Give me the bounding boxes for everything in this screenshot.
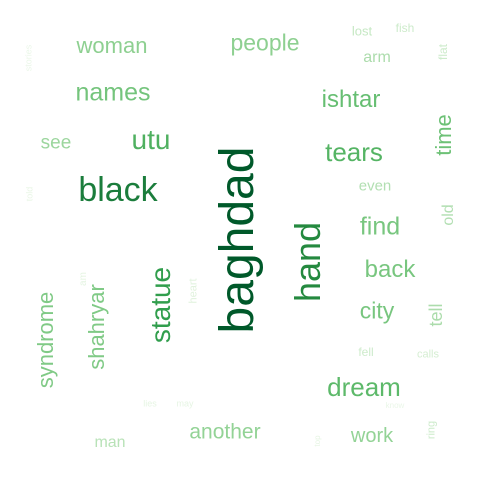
word-lies: lies	[143, 398, 157, 409]
word-even: even	[358, 177, 392, 195]
word-calls: calls	[416, 348, 440, 361]
word-utu: utu	[131, 124, 171, 155]
word-top: top	[313, 435, 322, 447]
word-stories: stories	[23, 44, 34, 72]
word-may: may	[176, 398, 194, 409]
word-names: names	[75, 78, 151, 107]
word-find: find	[359, 212, 401, 241]
word-fish: fish	[395, 21, 415, 35]
word-work: work	[350, 425, 394, 447]
word-lost: lost	[351, 23, 373, 39]
word-tears: tears	[325, 137, 383, 167]
word-hand: hand	[287, 221, 328, 303]
word-shahryar: shahryar	[84, 284, 109, 370]
word-man: man	[94, 434, 126, 451]
word-black: black	[78, 171, 158, 209]
word-ishtar: ishtar	[321, 86, 381, 113]
word-dream: dream	[327, 372, 401, 402]
word-tell: tell	[426, 303, 446, 327]
word-another: another	[189, 420, 261, 444]
word-know: know	[385, 401, 405, 410]
word-am: am	[78, 272, 89, 286]
word-told: told	[24, 186, 35, 202]
word-people: people	[230, 29, 300, 56]
word-old: old	[440, 204, 457, 226]
word-time: time	[431, 114, 456, 156]
word-fell: fell	[358, 345, 374, 359]
word-arm: arm	[363, 49, 391, 66]
word-syndrome: syndrome	[33, 291, 58, 389]
word-woman: woman	[76, 33, 148, 58]
word-baghdad: baghdad	[211, 146, 264, 334]
word-city: city	[359, 297, 395, 324]
word-flat: flat	[436, 43, 450, 61]
word-see: see	[40, 132, 72, 154]
word-back: back	[364, 256, 416, 283]
word-ring: ring	[425, 420, 438, 440]
word-heart: heart	[187, 278, 200, 304]
word-statue: statue	[145, 266, 176, 344]
